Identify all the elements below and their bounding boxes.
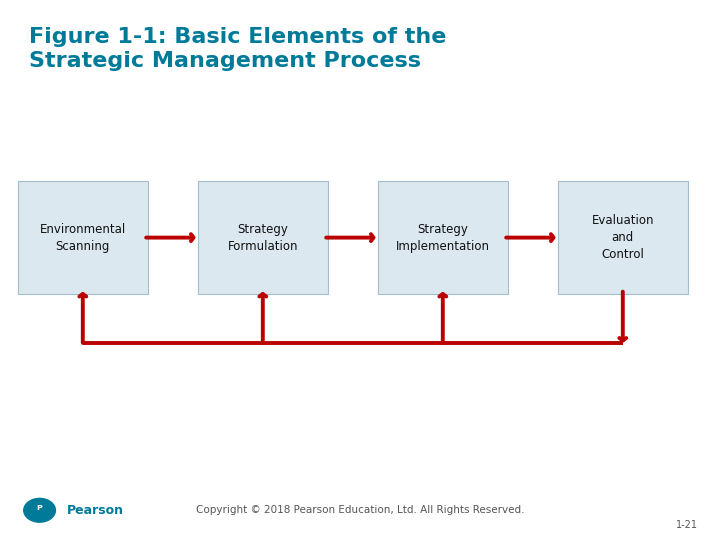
Text: Strategy
Formulation: Strategy Formulation bbox=[228, 222, 298, 253]
Text: 1-21: 1-21 bbox=[676, 520, 698, 530]
FancyBboxPatch shape bbox=[378, 181, 508, 294]
Text: Environmental
Scanning: Environmental Scanning bbox=[40, 222, 126, 253]
Text: Evaluation
and
Control: Evaluation and Control bbox=[592, 214, 654, 261]
Text: Figure 1-1: Basic Elements of the
Strategic Management Process: Figure 1-1: Basic Elements of the Strate… bbox=[29, 27, 446, 71]
FancyBboxPatch shape bbox=[558, 181, 688, 294]
Circle shape bbox=[24, 498, 55, 522]
FancyBboxPatch shape bbox=[198, 181, 328, 294]
Text: Strategy
Implementation: Strategy Implementation bbox=[396, 222, 490, 253]
Text: ᴾ: ᴾ bbox=[37, 504, 42, 517]
FancyBboxPatch shape bbox=[18, 181, 148, 294]
Text: Pearson: Pearson bbox=[67, 504, 124, 517]
Text: Copyright © 2018 Pearson Education, Ltd. All Rights Reserved.: Copyright © 2018 Pearson Education, Ltd.… bbox=[196, 505, 524, 515]
